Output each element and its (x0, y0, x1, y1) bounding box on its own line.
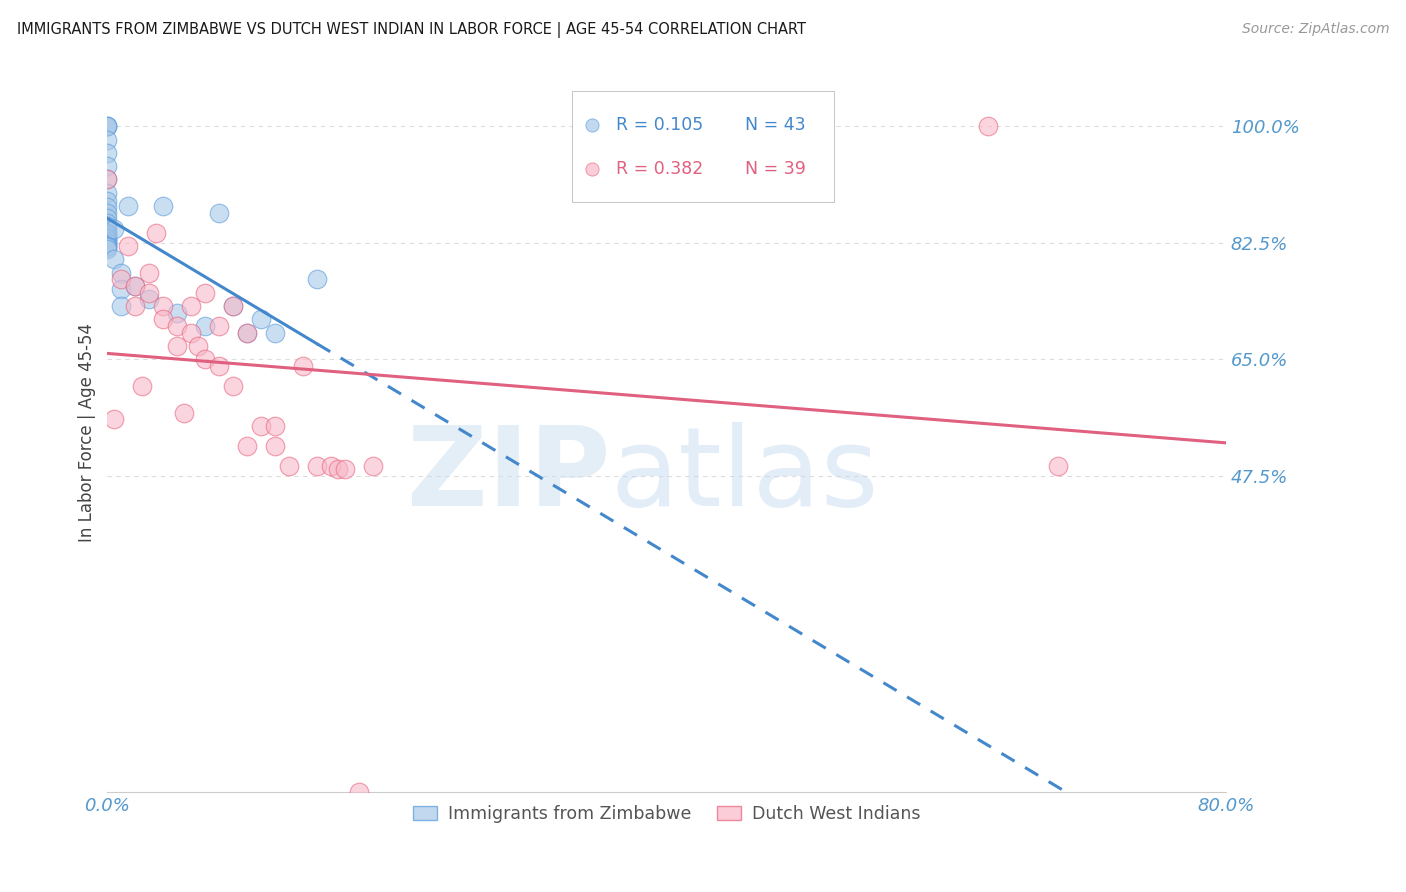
Point (222, 299, 245, 313)
Point (1047, 458, 1070, 473)
Point (117, 199, 139, 213)
Point (292, 359, 315, 373)
Point (347, 785, 370, 799)
Point (264, 326, 287, 340)
Point (319, 458, 342, 473)
Point (187, 339, 209, 353)
Point (96, 227, 118, 241)
Text: atlas: atlas (610, 422, 879, 529)
Point (96, 211, 118, 226)
Point (977, 120, 1000, 134)
Text: R = 0.105: R = 0.105 (616, 117, 703, 135)
Point (96, 120, 118, 134)
Point (166, 305, 188, 319)
Point (117, 239, 139, 253)
Point (96, 243, 118, 257)
Point (702, 168, 724, 182)
Point (96, 226, 118, 240)
Point (110, 282, 132, 296)
FancyBboxPatch shape (572, 91, 834, 202)
Point (180, 326, 202, 340)
Point (236, 326, 259, 340)
Point (110, 272, 132, 286)
Point (96, 239, 118, 253)
Point (96, 132, 118, 146)
Point (103, 252, 125, 267)
Point (173, 405, 195, 419)
Y-axis label: In Labor Force | Age 45-54: In Labor Force | Age 45-54 (79, 323, 96, 542)
Point (333, 462, 356, 476)
Point (152, 312, 174, 326)
Point (96, 120, 118, 134)
Point (152, 199, 174, 213)
Point (208, 359, 231, 373)
Text: N = 43: N = 43 (745, 117, 806, 135)
Point (166, 318, 188, 333)
Point (194, 352, 217, 367)
Point (103, 222, 125, 236)
Point (307, 458, 329, 473)
Point (96, 237, 118, 252)
Point (110, 266, 132, 280)
Point (96, 222, 118, 236)
Point (326, 462, 349, 476)
Text: R = 0.382: R = 0.382 (616, 160, 703, 178)
Point (145, 226, 167, 240)
Point (702, 208, 724, 222)
Point (307, 272, 329, 286)
Point (96, 186, 118, 200)
Point (138, 285, 160, 300)
Point (110, 299, 132, 313)
Point (180, 299, 202, 313)
Point (96, 206, 118, 220)
Text: N = 39: N = 39 (745, 160, 806, 178)
Point (96, 172, 118, 186)
Text: Source: ZipAtlas.com: Source: ZipAtlas.com (1241, 22, 1389, 37)
Point (96, 219, 118, 233)
Point (96, 231, 118, 245)
Point (96, 235, 118, 250)
Point (222, 379, 245, 393)
Point (103, 412, 125, 426)
Point (96, 232, 118, 246)
Point (96, 229, 118, 244)
Text: ZIP: ZIP (408, 422, 610, 529)
Point (96, 194, 118, 208)
Point (264, 439, 287, 453)
Point (96, 240, 118, 254)
Legend: Immigrants from Zimbabwe, Dutch West Indians: Immigrants from Zimbabwe, Dutch West Ind… (406, 798, 927, 830)
Point (138, 266, 160, 280)
Point (361, 458, 384, 473)
Point (208, 318, 231, 333)
Point (138, 293, 160, 307)
Point (236, 439, 259, 453)
Point (96, 159, 118, 173)
Point (96, 201, 118, 215)
Point (166, 339, 188, 353)
Point (96, 172, 118, 186)
Point (96, 120, 118, 134)
Point (194, 318, 217, 333)
Point (194, 285, 217, 300)
Point (264, 418, 287, 433)
Point (152, 299, 174, 313)
Point (124, 279, 146, 293)
Point (222, 299, 245, 313)
Point (96, 216, 118, 230)
Text: IMMIGRANTS FROM ZIMBABWE VS DUTCH WEST INDIAN IN LABOR FORCE | AGE 45-54 CORRELA: IMMIGRANTS FROM ZIMBABWE VS DUTCH WEST I… (17, 22, 806, 38)
Point (96, 234, 118, 248)
Point (96, 145, 118, 160)
Point (208, 206, 231, 220)
Point (250, 312, 273, 326)
Point (124, 299, 146, 313)
Point (131, 379, 153, 393)
Point (124, 279, 146, 293)
Point (278, 458, 301, 473)
Point (250, 418, 273, 433)
Point (236, 326, 259, 340)
